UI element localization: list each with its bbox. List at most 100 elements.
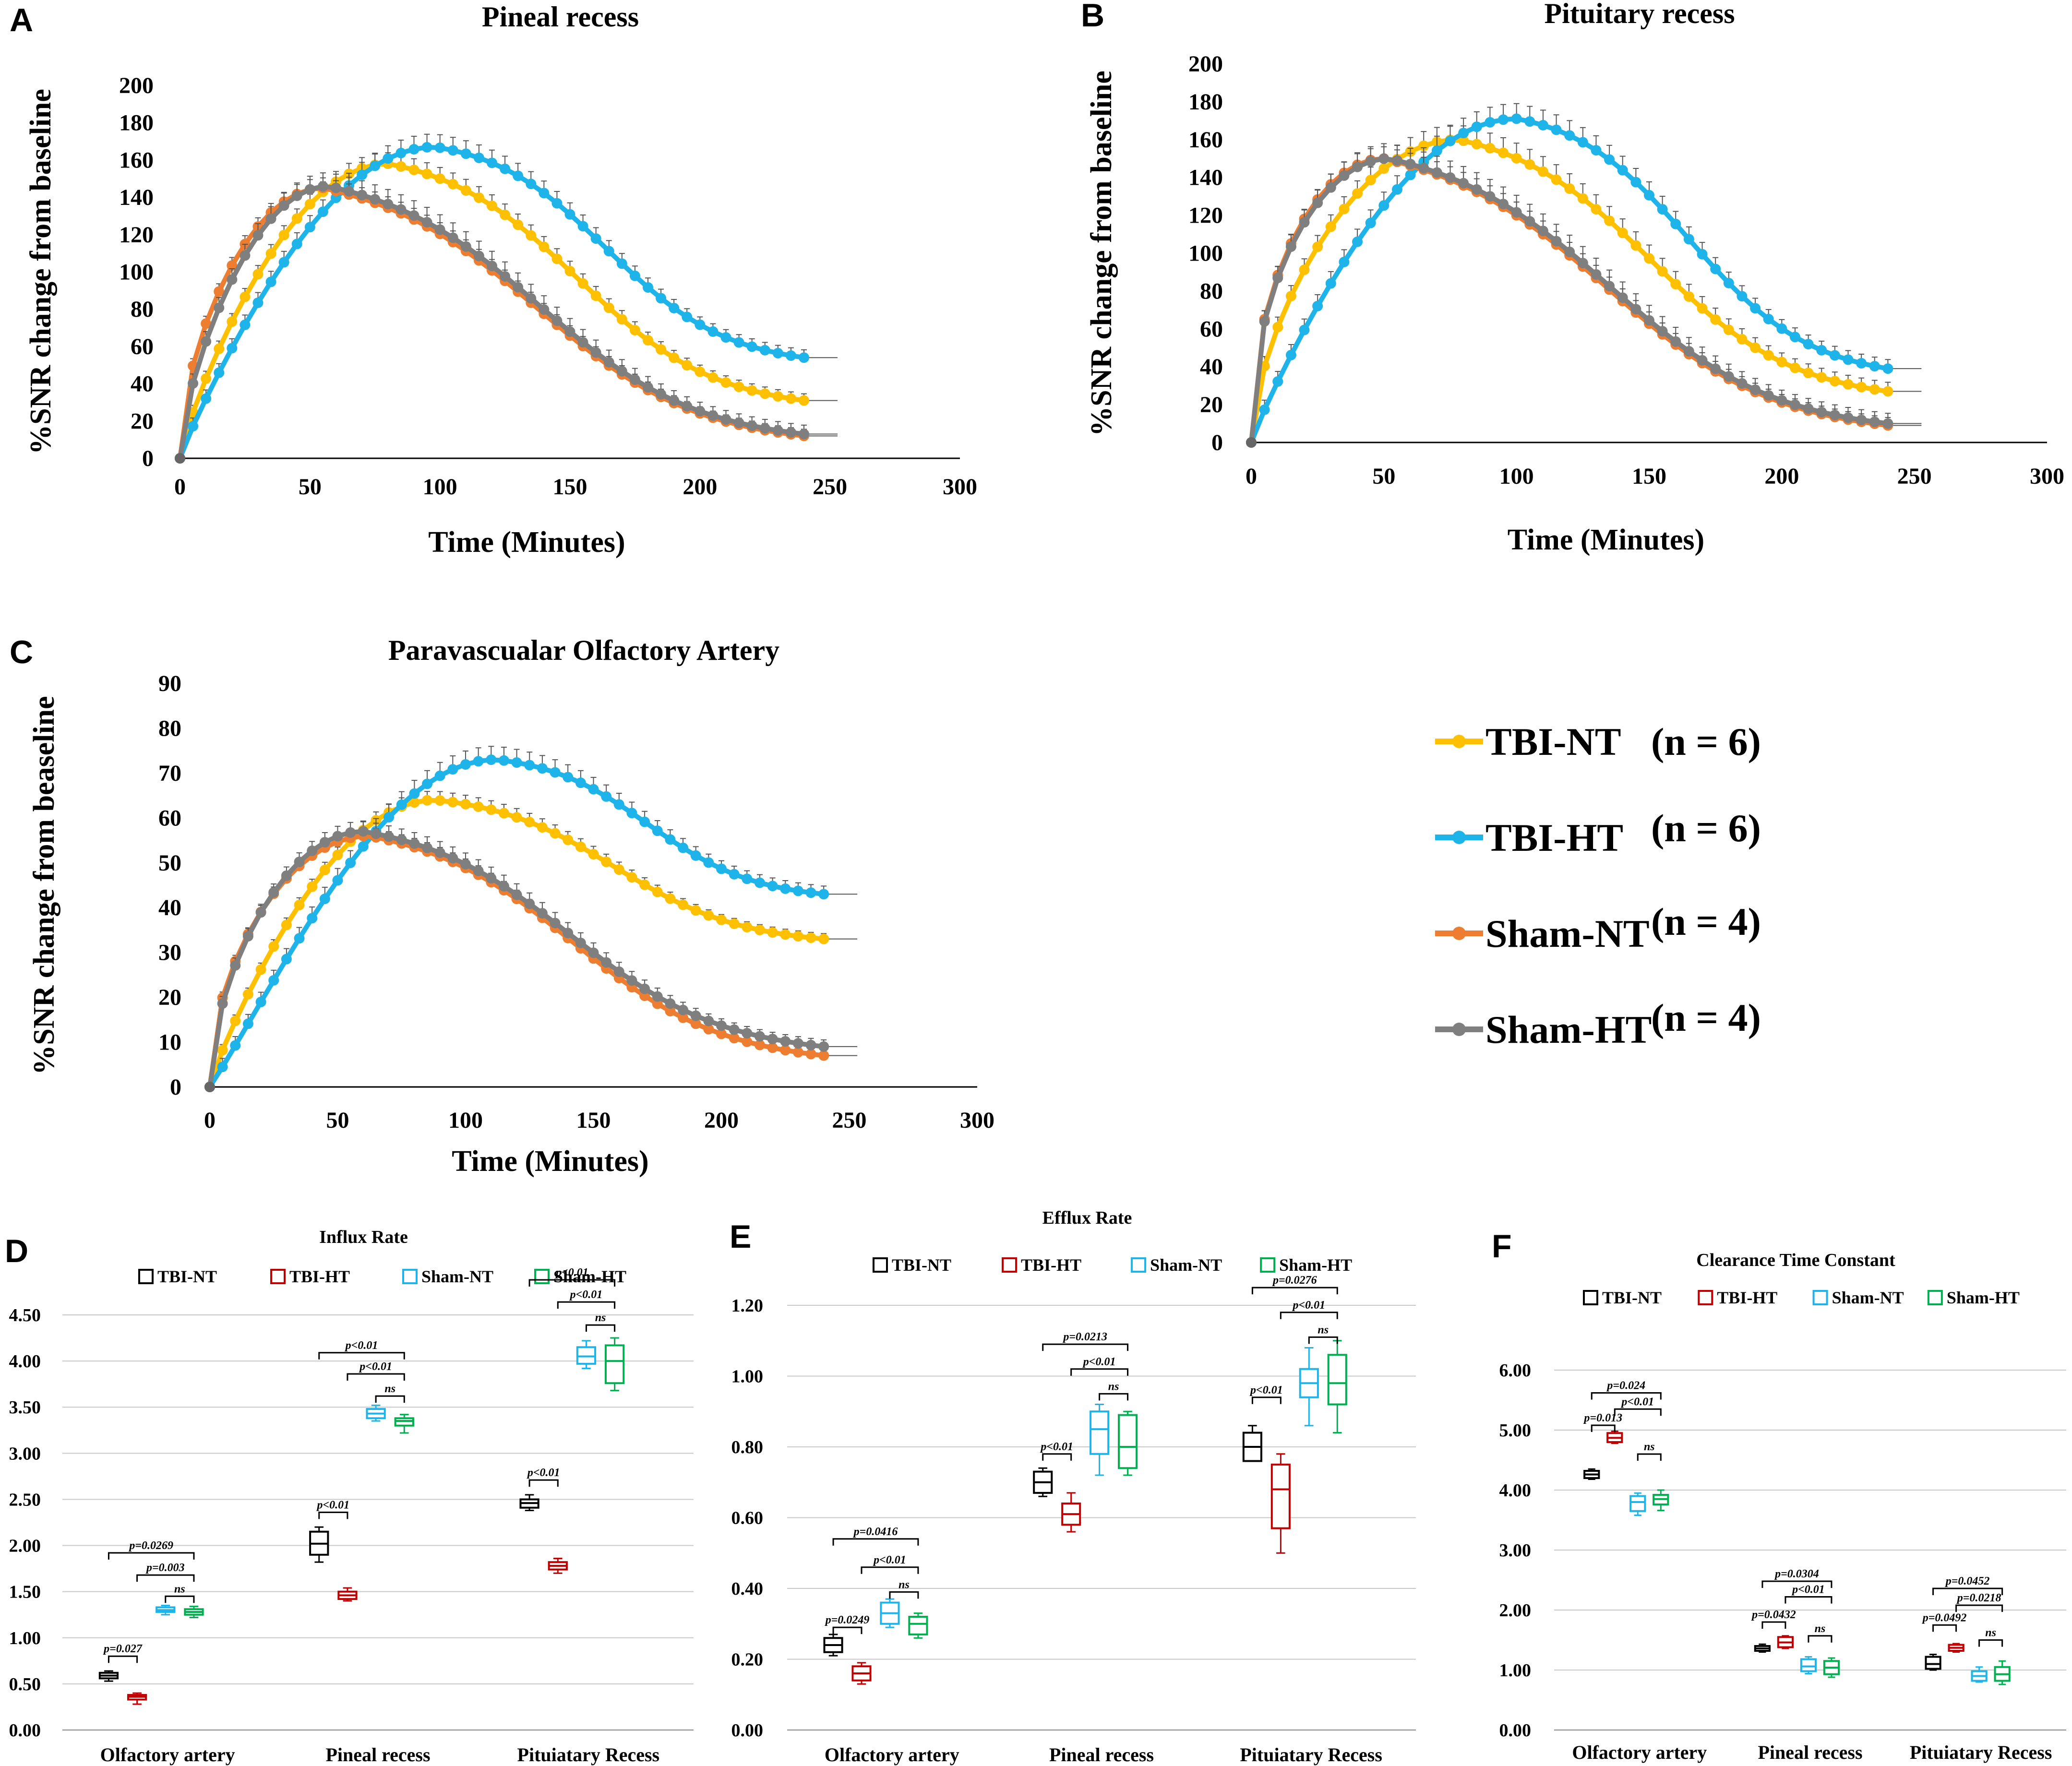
bracket-line — [1614, 1408, 1662, 1416]
box-sham-nt — [156, 1605, 176, 1616]
data-point — [588, 947, 599, 958]
data-point — [1617, 292, 1628, 303]
box-tbi-nt — [98, 1670, 119, 1682]
data-point — [278, 257, 289, 268]
data-point — [319, 893, 330, 904]
data-point — [487, 157, 497, 168]
legend-entry-sham-ht: Sham-HT(n = 4) — [1435, 996, 1761, 1051]
data-point — [1670, 279, 1681, 290]
data-point — [601, 957, 612, 968]
significance-label: ns — [595, 1312, 606, 1324]
box-tbi-ht — [1061, 1492, 1081, 1533]
panel-a-line-chart: A Pineal recess 0 20 40 60 80 100 120 140 160 180 20… — [10, 1, 977, 559]
significance-bracket: ns — [889, 1578, 919, 1599]
legend-swatch — [1812, 1290, 1828, 1305]
category-label: Olfactory artery — [825, 1744, 959, 1766]
x-tick-label: 50 — [1372, 464, 1395, 489]
data-point — [513, 219, 524, 230]
y-tick-label: 1.20 — [731, 1296, 764, 1316]
data-point — [294, 933, 305, 944]
y-tick-label: 1.00 — [731, 1367, 764, 1387]
data-point — [1697, 303, 1708, 314]
chart-title: Efflux Rate — [1042, 1208, 1132, 1228]
bracket-line — [1099, 1393, 1129, 1401]
legend-n: (n = 4) — [1651, 900, 1761, 943]
data-point — [473, 192, 484, 203]
x-tick-label: 50 — [299, 474, 322, 500]
y-tick-label: 120 — [1188, 203, 1223, 228]
data-point — [383, 153, 394, 164]
data-point — [616, 258, 627, 269]
y-tick-label: 1.00 — [1499, 1660, 1532, 1681]
data-point — [703, 1015, 714, 1026]
data-point — [304, 199, 315, 210]
significance-label: p<0.01 — [345, 1339, 378, 1352]
y-axis-label: %SNR change from baseline — [24, 89, 57, 454]
box-legend-entry: TBI-NT — [1583, 1288, 1662, 1307]
y-tick-label: 100 — [1188, 241, 1223, 266]
box-sham-ht — [184, 1605, 204, 1618]
data-point — [1325, 182, 1336, 193]
y-tick-label: 80 — [158, 716, 181, 741]
data-point — [716, 914, 727, 925]
box-iqr — [1327, 1354, 1347, 1406]
data-point — [551, 253, 563, 264]
y-tick-label: 4.00 — [1499, 1480, 1532, 1501]
data-point — [1339, 256, 1350, 267]
legend-swatch — [138, 1269, 154, 1284]
data-point — [1405, 158, 1416, 169]
box-tbi-nt — [1242, 1425, 1262, 1462]
data-point — [1617, 227, 1628, 239]
data-point — [1537, 119, 1548, 131]
bracket-line — [1280, 1312, 1338, 1319]
data-point — [1803, 339, 1814, 350]
y-axis-label: %SNR change from beaseline — [28, 696, 60, 1074]
data-point — [780, 1036, 791, 1047]
significance-label: ns — [1317, 1324, 1329, 1336]
data-point — [818, 1041, 829, 1052]
legend-n: (n = 4) — [1651, 996, 1761, 1039]
significance-label: ns — [1644, 1441, 1655, 1453]
data-point — [746, 341, 757, 352]
category-label: Olfactory artery — [100, 1744, 235, 1766]
data-point — [370, 160, 381, 171]
data-point — [1856, 414, 1867, 425]
data-point — [291, 239, 302, 250]
data-point — [656, 389, 667, 400]
data-point — [486, 873, 497, 884]
data-point — [563, 928, 574, 939]
y-tick-label: 0.20 — [731, 1650, 764, 1670]
data-point — [214, 343, 225, 354]
data-point — [1352, 161, 1363, 172]
data-point — [1829, 376, 1840, 387]
significance-bracket: p<0.01 — [1070, 1356, 1129, 1376]
data-point — [1816, 372, 1827, 383]
data-point — [1723, 324, 1734, 335]
box-legend-entry: TBI-HT — [1698, 1288, 1777, 1307]
data-point — [383, 812, 395, 823]
y-tick-label: 0.40 — [731, 1579, 764, 1599]
data-point — [754, 877, 765, 888]
data-point — [265, 248, 276, 259]
significance-label: p=0.003 — [145, 1562, 185, 1574]
chart-title: Influx Rate — [319, 1227, 408, 1247]
data-point — [665, 834, 676, 845]
category-label: Pineal recess — [1049, 1744, 1154, 1766]
box-legend-entry: TBI-NT — [873, 1255, 951, 1275]
data-point — [396, 835, 407, 846]
significance-bracket: p<0.01 — [557, 1289, 616, 1309]
significance-bracket: p=0.0218 — [1955, 1592, 2003, 1612]
y-tick-label: 200 — [119, 73, 154, 98]
significance-bracket: p<0.01 — [316, 1499, 349, 1519]
series-line — [1249, 116, 1889, 443]
data-point — [1299, 324, 1310, 335]
data-point — [252, 269, 263, 280]
series-line — [1249, 156, 1889, 443]
data-point — [1737, 291, 1748, 302]
data-point — [1683, 234, 1694, 245]
data-point — [1272, 273, 1283, 284]
data-point — [1856, 358, 1867, 369]
significance-label: p<0.01 — [1620, 1396, 1654, 1408]
data-point — [759, 345, 770, 356]
data-point — [665, 893, 676, 904]
